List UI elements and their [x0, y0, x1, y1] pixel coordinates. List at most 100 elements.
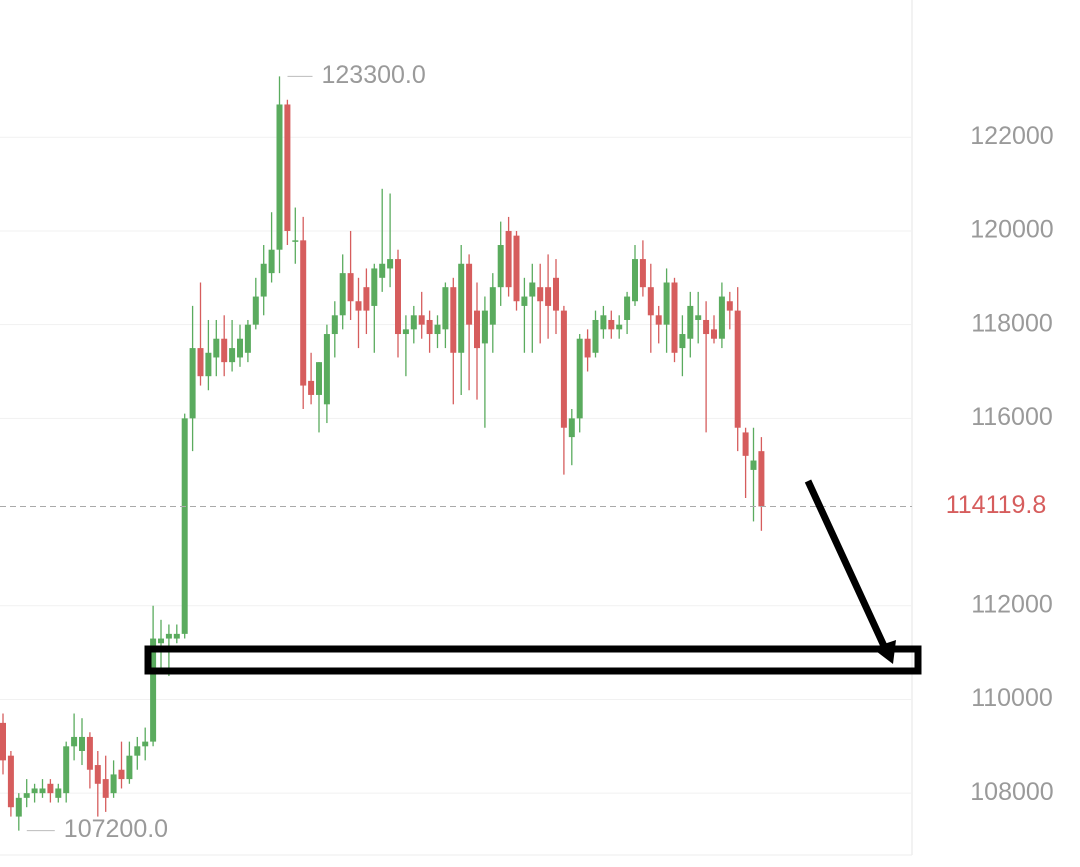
candle-body: [758, 451, 765, 507]
candle-body: [63, 746, 70, 794]
candle-body: [39, 788, 46, 794]
candle-body: [118, 769, 125, 780]
candle-body: [671, 282, 678, 353]
candle-body: [237, 338, 243, 358]
y-tick-label: 108000: [970, 778, 1053, 806]
candle-body: [71, 736, 78, 747]
candle-body: [260, 263, 267, 297]
candle-body: [158, 638, 164, 644]
candle-body: [734, 310, 741, 428]
candle-body: [308, 380, 315, 395]
candle-body: [323, 334, 330, 405]
y-tick-label: 116000: [971, 403, 1053, 431]
candle-body: [347, 273, 354, 302]
candle-body: [655, 315, 662, 325]
candle-body: [402, 329, 409, 335]
candle-body: [331, 315, 338, 335]
candle-body: [505, 230, 512, 288]
candle-body: [102, 779, 109, 798]
candle-body: [79, 736, 85, 751]
candle-body: [450, 287, 457, 353]
candle-body: [568, 418, 575, 438]
candle-body: [418, 315, 425, 325]
candle-body: [616, 324, 623, 330]
candle-body: [316, 362, 322, 395]
candle-body: [134, 746, 141, 756]
candle-body: [513, 235, 520, 302]
candle-body: [497, 245, 504, 288]
candle-body: [560, 310, 567, 428]
candle-body: [663, 282, 670, 325]
candle-body: [600, 315, 607, 330]
candle-body: [576, 338, 583, 419]
candle-body: [94, 765, 101, 784]
candle-body: [292, 240, 299, 242]
arrow-head: [872, 640, 896, 664]
candle-body: [7, 755, 14, 808]
candle-body: [395, 259, 401, 335]
y-tick-label: 120000: [970, 216, 1053, 244]
y-tick-label: 110000: [971, 684, 1053, 712]
candle-body: [213, 338, 220, 358]
candle-body: [371, 268, 378, 306]
support-box: [144, 645, 922, 675]
candle-body: [339, 273, 346, 316]
candle-body: [474, 310, 480, 349]
min-label: 107200.0: [64, 815, 168, 843]
candle-body: [284, 104, 291, 231]
candle-body: [481, 310, 488, 344]
candle-body: [489, 287, 496, 325]
candle-body: [300, 240, 307, 386]
candle-body: [711, 329, 717, 339]
candle-body: [442, 287, 449, 330]
candle-body: [0, 722, 6, 761]
candle-body: [126, 755, 133, 780]
y-tick-label: 118000: [971, 309, 1053, 337]
candle-body: [181, 418, 188, 634]
candle-body: [55, 788, 62, 798]
candle-body: [718, 296, 725, 339]
candle-body: [197, 348, 204, 377]
candle-body: [31, 788, 38, 794]
candle-body: [726, 301, 733, 311]
candle-body: [458, 263, 465, 353]
y-tick-label: 112000: [971, 590, 1053, 618]
candle-body: [142, 741, 149, 747]
candle-body: [647, 287, 654, 316]
candle-body: [545, 287, 552, 306]
candle-body: [173, 633, 180, 639]
candle-body: [426, 319, 433, 335]
candle-body: [521, 296, 528, 306]
candle-body: [363, 287, 370, 311]
candle-body: [553, 277, 559, 311]
candle-body: [15, 797, 22, 817]
candle-body: [639, 259, 646, 288]
candle-body: [410, 315, 417, 330]
candle-body: [268, 249, 275, 274]
candle-body: [379, 263, 386, 278]
last-price-label: 114119.8: [946, 491, 1047, 519]
candle-body: [679, 334, 686, 349]
candle-body: [632, 259, 638, 302]
candle-body: [165, 633, 172, 639]
candle-body: [221, 338, 228, 363]
candle-body: [23, 793, 30, 798]
candle-body: [229, 348, 236, 363]
candle-body: [466, 263, 473, 325]
candle-body: [584, 338, 591, 358]
candle-body: [387, 259, 394, 269]
candle-body: [608, 319, 615, 330]
candle-body: [687, 305, 694, 339]
max-label: 123300.0: [322, 61, 426, 89]
candle-body: [742, 432, 749, 456]
candle-body: [695, 315, 702, 320]
candle-body: [205, 352, 212, 377]
candle-body: [434, 324, 441, 335]
candle-body: [252, 296, 259, 325]
candle-body: [150, 638, 157, 742]
candle-body: [47, 783, 54, 794]
candle-body: [110, 774, 117, 794]
candle-body: [537, 287, 544, 302]
arrow-shaft: [804, 479, 888, 648]
